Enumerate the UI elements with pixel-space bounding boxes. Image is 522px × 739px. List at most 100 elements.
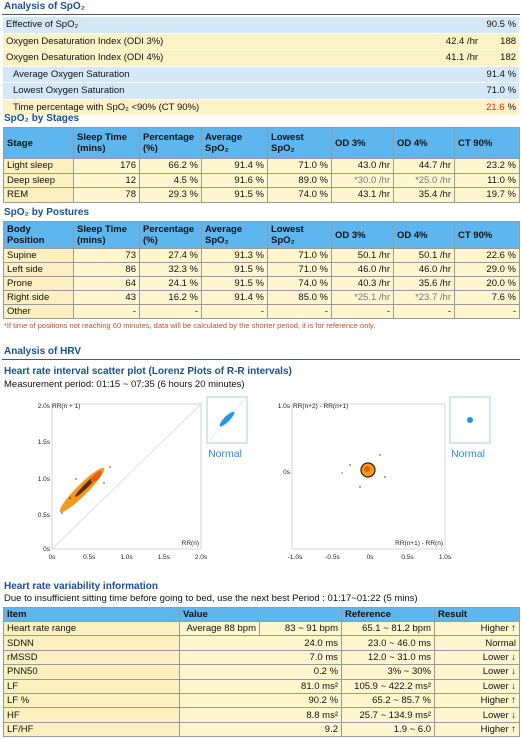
cloud-core [364, 466, 370, 472]
data-cell: 81.0 ms² [178, 678, 343, 694]
section-title: Analysis of SpO₂ [4, 1, 86, 12]
lorenz-plots: 0s 0.5s 1.0s 1.5s 2.0s 2.0s 1.5s 1.0s 0.5s 0s RR(n… [38, 396, 491, 561]
data-cell: 74.0 % [267, 187, 332, 203]
data-cell: 91.6 % [201, 172, 268, 188]
data-cell: 176 [73, 158, 140, 174]
header-row: Body Position Sleep Time (mins) Percentage… [3, 221, 520, 249]
row-label: PNN50 [3, 664, 180, 680]
data-row: SDNN 24.0 ms 23.0 ~ 46.0 ms Normal [3, 635, 521, 651]
row-label: REM [3, 187, 74, 203]
section-title: Analysis of HRV [4, 346, 82, 357]
header-cell: OD 4% [393, 221, 455, 249]
value: 21.6 [486, 101, 505, 113]
section-subtitle: SpO₂ by Stages [4, 113, 80, 124]
footnote: *If time of positions not reaching 60 mi… [4, 321, 376, 330]
value-cell: 71.0 % [481, 82, 520, 100]
data-cell: 85.0 % [267, 290, 332, 305]
row-label: Heart rate range [3, 620, 180, 637]
dot [359, 486, 361, 488]
section-subtitle: SpO₂ by Postures [4, 207, 90, 218]
value: 182 [500, 52, 517, 64]
y-tick-label: 1.5s [38, 439, 51, 446]
data-cell: Average 88 bpm [179, 620, 260, 637]
value: 91.4 % [486, 68, 517, 80]
header-cell: Item [3, 607, 180, 622]
data-cell: Higher ↑ [434, 620, 521, 637]
data-cell: *30.0 /hr [331, 172, 394, 188]
data-cell: 89.0 % [267, 172, 332, 188]
data-row: Supine 73 27.4 % 91.3 % 71.0 % 50.1 /hr 50.1 /… [3, 248, 520, 263]
summary-row: Effective of SpO₂ 90.5 % [3, 17, 520, 34]
header-row: Stage Sleep Time (mins) Percentage (%) Aver… [3, 127, 520, 159]
data-cell: 29.3 % [139, 187, 202, 203]
data-cell: 24.0 ms [178, 635, 343, 651]
data-cell: *23.7 /hr [393, 290, 455, 305]
data-cell: 20.0 % [454, 276, 520, 291]
postures-table: Body Position Sleep Time (mins) Percentage… [3, 221, 520, 319]
divider [2, 14, 520, 15]
dot [109, 466, 111, 468]
data-cell: 29.0 % [454, 262, 520, 277]
header-cell: Lowest SpO₂ [267, 127, 332, 159]
data-cell: - [331, 304, 394, 319]
data-cell: 91.3 % [201, 248, 268, 263]
x-axis-label: RR(n) [182, 540, 199, 547]
data-cell: - [454, 304, 520, 319]
y-tick-label: 0s [283, 469, 291, 476]
data-row: Right side 43 16.2 % 91.4 % 85.0 % *25.1 /hr *… [3, 290, 520, 305]
data-cell: 22.6 % [454, 248, 520, 263]
header-cell: Value [178, 607, 343, 622]
data-row: rMSSD 7.0 ms 12.0 ~ 31.0 ms Lower ↓ [3, 649, 521, 666]
row-label: HF [3, 707, 180, 723]
data-row: Other - - - - - - - [3, 304, 520, 319]
row-label: Oxygen Desaturation Index (ODI 3%) [3, 33, 405, 50]
data-cell: 50.1 /hr [393, 248, 455, 263]
dot [379, 454, 381, 456]
header-cell: Average SpO₂ [201, 127, 268, 159]
rate-cell: 41.1 /hr [405, 49, 482, 67]
row-label: LF [3, 678, 180, 694]
status-label: Normal [208, 448, 242, 460]
data-cell: 27.4 % [139, 248, 202, 263]
row-label: Lowest Oxygen Saturation [3, 82, 482, 100]
row-label: Average Oxygen Saturation [3, 66, 482, 83]
data-cell: 66.2 % [139, 158, 202, 174]
row-label: Supine [3, 248, 74, 263]
data-row: PNN50 0.2 % 3% ~ 30% Lower ↓ [3, 664, 521, 680]
data-cell: 91.5 % [201, 276, 268, 291]
value: 71.0 % [486, 85, 517, 97]
x-tick-label: 0s [49, 554, 57, 561]
x-tick-label: -1.0s [288, 554, 303, 561]
data-cell: 23.0 ~ 46.0 ms [341, 635, 436, 651]
header-cell: OD 3% [331, 127, 394, 159]
data-cell: 71.0 % [267, 262, 332, 277]
value-cell: 21.6% [481, 99, 520, 116]
data-cell: 7.6 % [454, 290, 520, 305]
x-tick-label: 0s [367, 554, 375, 561]
plot-1 [51, 396, 248, 550]
data-cell: Lower ↓ [434, 664, 521, 680]
x-tick-label: 1.0s [439, 554, 452, 561]
row-label: Left side [3, 262, 74, 277]
x-tick-label: 1.0s [120, 554, 133, 561]
divider [2, 359, 520, 360]
dot [75, 478, 77, 480]
dot [69, 497, 71, 499]
data-cell: 91.5 % [201, 262, 268, 277]
value-cell: 91.4 % [481, 66, 520, 83]
data-cell: 40.3 /hr [331, 276, 394, 291]
data-cell: *25.0 /hr [393, 172, 455, 188]
row-label: Right side [3, 290, 74, 305]
row-label: Other [3, 304, 74, 319]
row-label: rMSSD [3, 649, 180, 666]
data-cell: 19.7 % [454, 187, 520, 203]
period-text: Measurement period: 01:15 ~ 07:35 (6 hou… [4, 379, 245, 390]
data-cell: 43.0 /hr [331, 158, 394, 174]
data-cell: 105.9 ~ 422.2 ms² [341, 678, 436, 694]
data-cell: 35.6 /hr [393, 276, 455, 291]
data-cell: 78 [73, 187, 140, 203]
data-cell: 12.0 ~ 31.0 ms [341, 649, 436, 666]
data-cell: 65.2 ~ 85.7 % [341, 692, 436, 709]
plot-2 [291, 396, 491, 550]
row-label: LF/HF [3, 721, 180, 738]
